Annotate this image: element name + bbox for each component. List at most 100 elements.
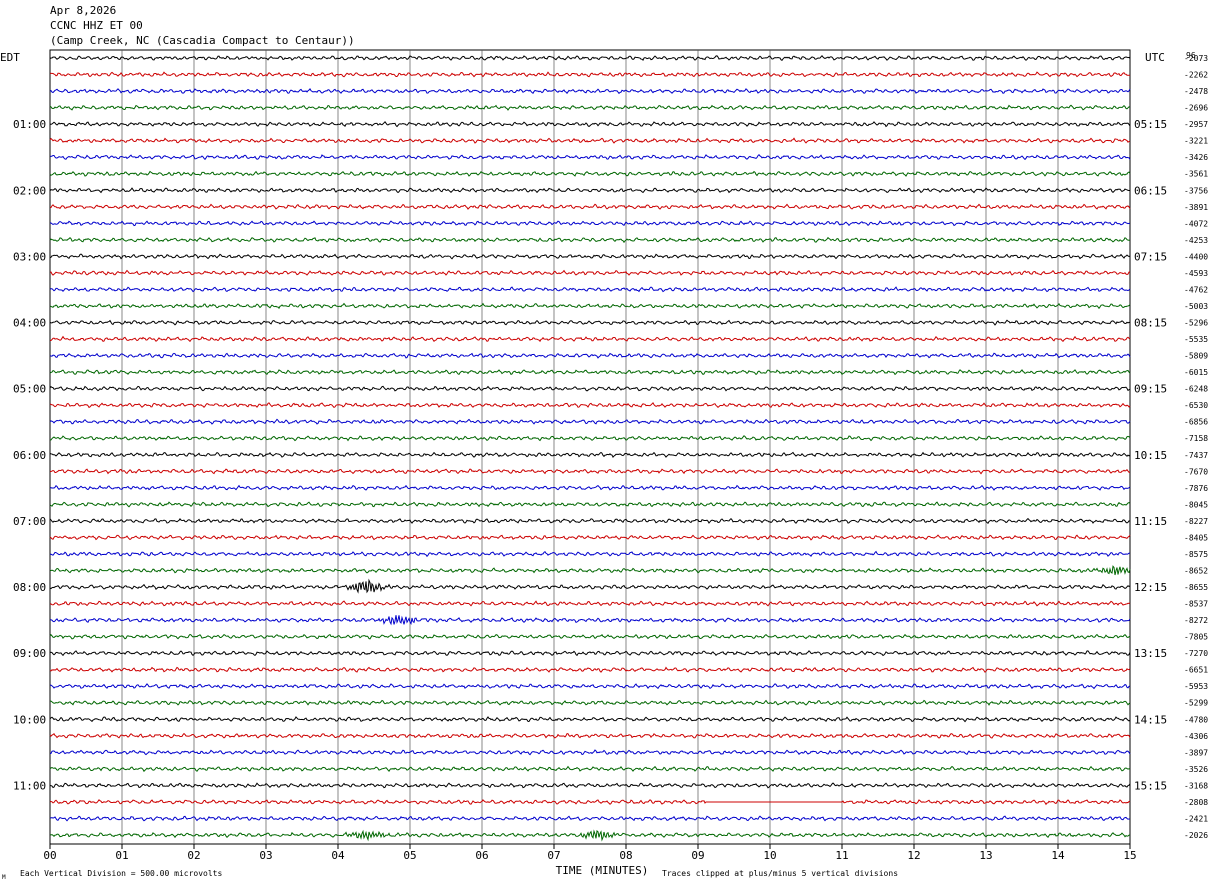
seismic-trace <box>49 600 1131 607</box>
left-hour-label: 10:00 <box>13 713 46 726</box>
header-date: Apr 8,2026 <box>50 4 117 17</box>
x-axis-label: TIME (MINUTES) <box>556 864 649 877</box>
trace-offset-label: -3561 <box>1184 170 1208 179</box>
trace-offset-label: -5299 <box>1184 699 1208 708</box>
seismic-trace <box>49 286 1131 293</box>
trace-offset-label: -2073 <box>1184 54 1208 63</box>
seismic-trace <box>49 799 1131 806</box>
seismic-trace <box>49 335 1131 343</box>
seismic-trace <box>49 666 1131 673</box>
trace-offset-label: -7876 <box>1184 484 1208 493</box>
left-hour-label: 01:00 <box>13 118 46 131</box>
trace-offset-label: -5953 <box>1184 682 1208 691</box>
trace-offset-label: -2421 <box>1184 814 1208 823</box>
header-channel: CCNC HHZ ET 00 <box>50 19 143 32</box>
trace-offset-label: -6530 <box>1184 401 1208 410</box>
seismic-trace <box>49 203 1131 210</box>
trace-offset-label: -8045 <box>1184 500 1208 509</box>
seismic-trace <box>49 220 1131 227</box>
trace-offset-label: -2478 <box>1184 87 1208 96</box>
x-tick-label: 15 <box>1123 849 1136 862</box>
seismic-trace <box>49 71 1131 78</box>
x-tick-label: 14 <box>1051 849 1065 862</box>
seismic-trace <box>49 269 1131 276</box>
right-timezone-label: UTC <box>1145 51 1165 64</box>
trace-offset-label: -2026 <box>1184 831 1208 840</box>
seismic-trace <box>49 435 1131 442</box>
right-hour-label: 08:15 <box>1134 317 1167 330</box>
seismic-trace <box>49 121 1131 128</box>
left-hour-label: 08:00 <box>13 581 46 594</box>
x-tick-label: 11 <box>835 849 848 862</box>
right-hour-label: 09:15 <box>1134 383 1167 396</box>
seismic-trace <box>49 782 1131 789</box>
trace-offset-label: -5809 <box>1184 352 1208 361</box>
trace-offset-label: -5535 <box>1184 335 1208 344</box>
left-hour-label: 11:00 <box>13 779 46 792</box>
trace-offset-label: -4780 <box>1184 715 1208 724</box>
trace-offset-label: -2808 <box>1184 798 1208 807</box>
seismic-trace <box>49 550 1131 558</box>
seismic-trace <box>49 451 1131 459</box>
seismic-trace <box>49 534 1131 541</box>
seismic-trace <box>49 517 1131 525</box>
trace-offset-label: -4593 <box>1184 269 1208 278</box>
x-tick-label: 05 <box>403 849 416 862</box>
trace-offset-label: -3526 <box>1184 765 1208 774</box>
right-hour-label: 11:15 <box>1134 515 1167 528</box>
trace-offset-label: -5003 <box>1184 302 1208 311</box>
seismic-trace <box>49 385 1131 392</box>
x-tick-label: 00 <box>43 849 56 862</box>
x-tick-label: 03 <box>259 849 272 862</box>
trace-offset-label: -8575 <box>1184 550 1208 559</box>
seismic-trace <box>49 369 1131 376</box>
trace-offset-label: -6856 <box>1184 418 1208 427</box>
left-hour-label: 06:00 <box>13 449 46 462</box>
left-hour-label: 05:00 <box>13 383 46 396</box>
clip-note: Traces clipped at plus/minus 5 vertical … <box>662 869 898 878</box>
seismic-trace <box>49 137 1131 144</box>
x-tick-label: 02 <box>187 849 200 862</box>
trace-offset-label: -7270 <box>1184 649 1208 658</box>
seismic-trace <box>49 154 1131 161</box>
seismic-trace <box>49 732 1131 739</box>
seismic-trace <box>49 765 1131 773</box>
seismic-trace <box>49 170 1131 177</box>
trace-offset-label: -8652 <box>1184 566 1208 575</box>
trace-offset-label: -2262 <box>1184 71 1208 80</box>
left-hour-label: 03:00 <box>13 250 46 263</box>
right-hour-label: 12:15 <box>1134 581 1167 594</box>
seismic-trace <box>49 236 1131 244</box>
seismic-trace <box>49 352 1131 359</box>
left-hour-label: 02:00 <box>13 184 46 197</box>
trace-offset-label: -3221 <box>1184 137 1208 146</box>
right-hour-label: 10:15 <box>1134 449 1167 462</box>
seismic-trace <box>49 418 1131 425</box>
right-hour-label: 05:15 <box>1134 118 1167 131</box>
seismic-trace <box>49 699 1131 706</box>
trace-offset-label: -7437 <box>1184 451 1208 460</box>
trace-offset-label: -6651 <box>1184 666 1208 675</box>
trace-offset-label: -6015 <box>1184 368 1208 377</box>
x-tick-label: 06 <box>475 849 488 862</box>
trace-offset-label: -4072 <box>1184 219 1208 228</box>
trace-offset-label: -4253 <box>1184 236 1208 245</box>
right-hour-label: 06:15 <box>1134 184 1167 197</box>
right-hour-label: 15:15 <box>1134 779 1167 792</box>
seismic-trace <box>49 187 1131 194</box>
seismic-trace <box>49 401 1131 409</box>
seismic-trace <box>49 650 1131 657</box>
left-hour-label: 04:00 <box>13 317 46 330</box>
corner-code: 96 <box>1186 51 1196 60</box>
trace-offset-label: -2696 <box>1184 104 1208 113</box>
trace-offset-label: -4306 <box>1184 732 1208 741</box>
trace-offset-label: -3168 <box>1184 781 1208 790</box>
trace-offset-label: -8227 <box>1184 517 1208 526</box>
trace-offset-label: -8272 <box>1184 616 1208 625</box>
trace-offset-label: -4762 <box>1184 285 1208 294</box>
left-hour-label: 09:00 <box>13 647 46 660</box>
trace-offset-label: -8655 <box>1184 583 1208 592</box>
seismic-trace <box>49 749 1131 756</box>
trace-offset-label: -3426 <box>1184 153 1208 162</box>
